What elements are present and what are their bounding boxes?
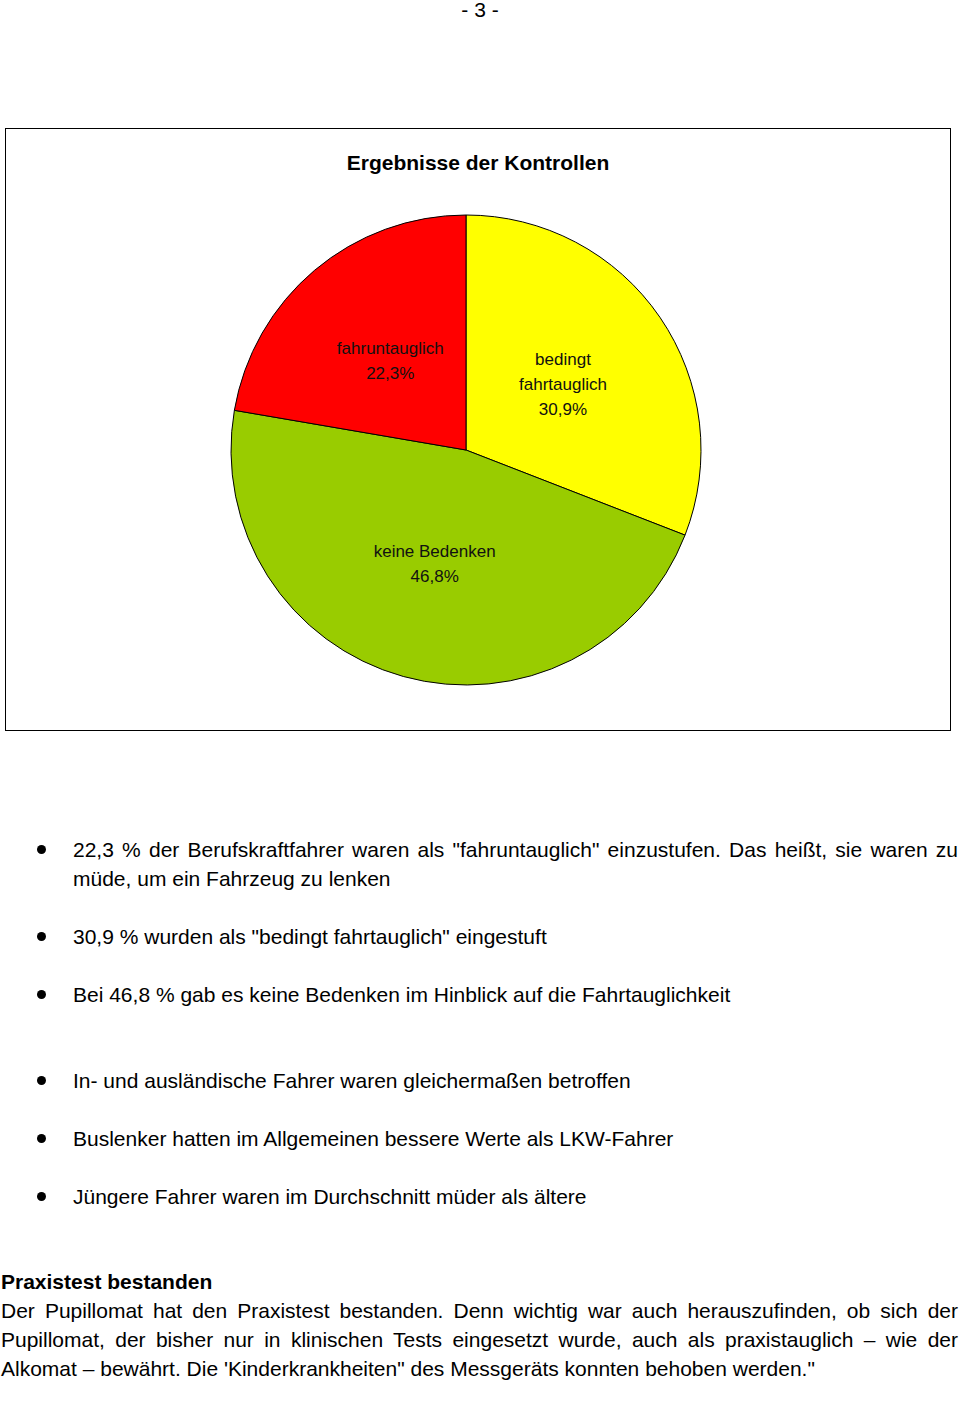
chart: Ergebnisse der Kontrollen bedingt fahrtaug…: [0, 0, 960, 740]
chart-frame: [6, 129, 951, 731]
bullet-text: Jüngere Fahrer waren im Durchschnitt müd…: [73, 1182, 958, 1211]
bullet-text: In- und ausländische Fahrer waren gleich…: [73, 1066, 958, 1095]
bullet-dot: [37, 932, 46, 941]
pie-slice: [231, 410, 685, 685]
chart-title: Ergebnisse der Kontrollen: [347, 151, 610, 174]
bullet-text: 22,3 % der Berufskraftfahrer waren als "…: [73, 835, 958, 893]
slice-label: fahruntauglich 22,3%: [337, 339, 444, 383]
slice-category: fahrtauglich: [519, 375, 607, 394]
bullet-dot: [37, 1192, 46, 1201]
bullet-text: Buslenker hatten im Allgemeinen bessere …: [73, 1124, 958, 1153]
pie-slice: [234, 215, 466, 450]
bullet-dot: [37, 1076, 46, 1085]
bullet-text: Bei 46,8 % gab es keine Bedenken im Hinb…: [73, 980, 958, 1009]
bullet-dot: [37, 845, 46, 854]
slice-value: 30,9%: [539, 400, 587, 419]
bullet-text: 30,9 % wurden als "bedingt fahrtauglich"…: [73, 922, 958, 951]
section-text: Der Pupillomat hat den Praxistest bestan…: [1, 1296, 958, 1383]
bullet-dot: [37, 1134, 46, 1143]
bullet-dot: [37, 990, 46, 999]
section-heading: Praxistest bestanden: [1, 1267, 212, 1296]
slice-category: fahruntauglich: [337, 339, 444, 358]
page-number: - 3 -: [0, 0, 960, 22]
slice-value: 46,8%: [411, 567, 459, 586]
slice-category: keine Bedenken: [374, 542, 496, 561]
slice-label: bedingt fahrtauglich 30,9%: [519, 350, 607, 419]
slice-value: 22,3%: [366, 364, 414, 383]
slice-category: bedingt: [535, 350, 591, 369]
slice-label: keine Bedenken 46,8%: [374, 542, 496, 586]
pie: [231, 215, 701, 685]
pie-labels: bedingt fahrtauglich 30,9% keine Bedenken 46…: [337, 339, 607, 586]
